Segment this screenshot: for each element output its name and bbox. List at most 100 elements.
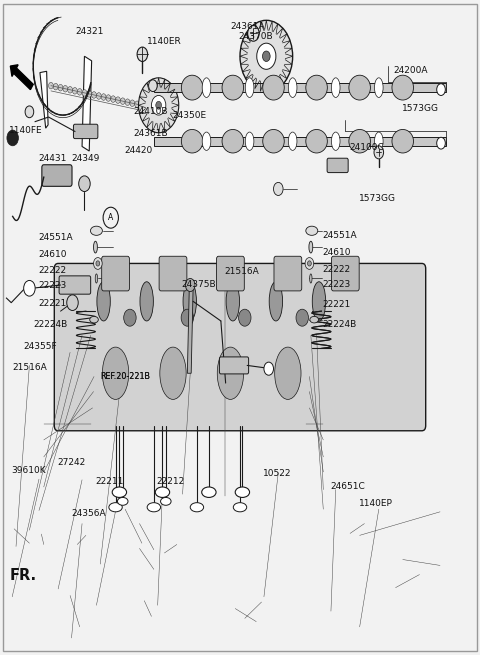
Ellipse shape bbox=[263, 75, 284, 100]
Polygon shape bbox=[187, 288, 193, 373]
Ellipse shape bbox=[349, 130, 371, 153]
Bar bbox=[154, 137, 446, 146]
FancyBboxPatch shape bbox=[102, 256, 130, 291]
FancyBboxPatch shape bbox=[42, 165, 72, 186]
Circle shape bbox=[63, 86, 68, 92]
Circle shape bbox=[437, 84, 445, 96]
Text: 24361B: 24361B bbox=[134, 129, 168, 138]
Circle shape bbox=[101, 94, 106, 100]
Text: 24610: 24610 bbox=[38, 250, 67, 259]
Circle shape bbox=[181, 309, 193, 326]
Ellipse shape bbox=[181, 75, 203, 100]
Circle shape bbox=[106, 95, 111, 102]
Text: 24420: 24420 bbox=[124, 146, 153, 155]
Circle shape bbox=[53, 83, 58, 90]
Ellipse shape bbox=[202, 487, 216, 497]
Text: 1573GG: 1573GG bbox=[359, 194, 396, 203]
Text: 21516A: 21516A bbox=[225, 267, 259, 276]
Ellipse shape bbox=[112, 487, 127, 497]
Text: 24375B: 24375B bbox=[181, 280, 216, 290]
Ellipse shape bbox=[235, 487, 250, 497]
Text: 24410B: 24410B bbox=[134, 107, 168, 115]
Ellipse shape bbox=[222, 130, 243, 153]
Text: 24355F: 24355F bbox=[24, 342, 57, 351]
Ellipse shape bbox=[217, 347, 243, 400]
Ellipse shape bbox=[310, 316, 319, 323]
Text: 27242: 27242 bbox=[57, 458, 85, 467]
Text: 1140EP: 1140EP bbox=[359, 498, 393, 508]
FancyArrow shape bbox=[11, 65, 33, 90]
Ellipse shape bbox=[245, 78, 254, 98]
Ellipse shape bbox=[349, 75, 371, 100]
Circle shape bbox=[72, 88, 77, 94]
Ellipse shape bbox=[306, 130, 327, 153]
Circle shape bbox=[7, 130, 18, 146]
Ellipse shape bbox=[147, 502, 160, 512]
Ellipse shape bbox=[288, 78, 297, 98]
Circle shape bbox=[94, 257, 102, 269]
Text: REF.20-221B: REF.20-221B bbox=[100, 372, 150, 381]
Text: 24551A: 24551A bbox=[323, 231, 357, 240]
Ellipse shape bbox=[392, 75, 413, 100]
Circle shape bbox=[67, 295, 78, 310]
Ellipse shape bbox=[310, 274, 312, 283]
Circle shape bbox=[308, 261, 312, 266]
Ellipse shape bbox=[309, 241, 313, 253]
Text: 24350E: 24350E bbox=[172, 111, 206, 119]
Ellipse shape bbox=[183, 282, 196, 321]
Circle shape bbox=[120, 98, 125, 104]
Ellipse shape bbox=[306, 226, 318, 235]
FancyBboxPatch shape bbox=[54, 263, 426, 431]
Circle shape bbox=[156, 102, 161, 109]
Ellipse shape bbox=[140, 282, 154, 321]
Text: FR.: FR. bbox=[9, 568, 36, 583]
Circle shape bbox=[152, 96, 166, 115]
FancyBboxPatch shape bbox=[274, 256, 302, 291]
Ellipse shape bbox=[118, 497, 128, 505]
Text: 1140ER: 1140ER bbox=[147, 37, 181, 46]
Circle shape bbox=[137, 47, 148, 62]
FancyBboxPatch shape bbox=[331, 256, 359, 291]
Circle shape bbox=[48, 83, 53, 89]
Circle shape bbox=[239, 309, 251, 326]
Text: REF.20-221B: REF.20-221B bbox=[100, 372, 150, 381]
Text: 24431: 24431 bbox=[38, 155, 66, 163]
Text: 1140FE: 1140FE bbox=[9, 126, 43, 135]
Text: 39610K: 39610K bbox=[11, 466, 46, 475]
Circle shape bbox=[135, 101, 140, 107]
Ellipse shape bbox=[102, 347, 129, 400]
Ellipse shape bbox=[331, 78, 340, 98]
Circle shape bbox=[240, 20, 293, 92]
Text: A: A bbox=[108, 213, 113, 222]
Polygon shape bbox=[40, 71, 48, 128]
Circle shape bbox=[305, 257, 314, 269]
Ellipse shape bbox=[90, 316, 98, 323]
Ellipse shape bbox=[190, 502, 204, 512]
Bar bbox=[154, 83, 446, 92]
Circle shape bbox=[124, 309, 136, 326]
FancyBboxPatch shape bbox=[59, 276, 91, 294]
Ellipse shape bbox=[374, 78, 383, 98]
Circle shape bbox=[111, 96, 116, 102]
Ellipse shape bbox=[222, 75, 243, 100]
Ellipse shape bbox=[156, 487, 169, 497]
Polygon shape bbox=[82, 56, 92, 151]
FancyBboxPatch shape bbox=[219, 357, 249, 374]
Ellipse shape bbox=[269, 282, 283, 321]
Text: 24349: 24349 bbox=[72, 155, 100, 163]
Circle shape bbox=[96, 261, 100, 266]
Circle shape bbox=[185, 278, 195, 291]
Ellipse shape bbox=[331, 132, 340, 151]
Ellipse shape bbox=[94, 241, 97, 253]
Ellipse shape bbox=[97, 282, 110, 321]
Circle shape bbox=[58, 84, 63, 91]
Circle shape bbox=[77, 88, 82, 95]
Ellipse shape bbox=[202, 132, 211, 151]
Circle shape bbox=[130, 100, 135, 107]
Circle shape bbox=[68, 86, 72, 93]
Circle shape bbox=[149, 80, 157, 92]
Circle shape bbox=[274, 182, 283, 195]
Text: 22223: 22223 bbox=[323, 280, 350, 290]
Circle shape bbox=[25, 106, 34, 118]
Circle shape bbox=[82, 90, 87, 96]
